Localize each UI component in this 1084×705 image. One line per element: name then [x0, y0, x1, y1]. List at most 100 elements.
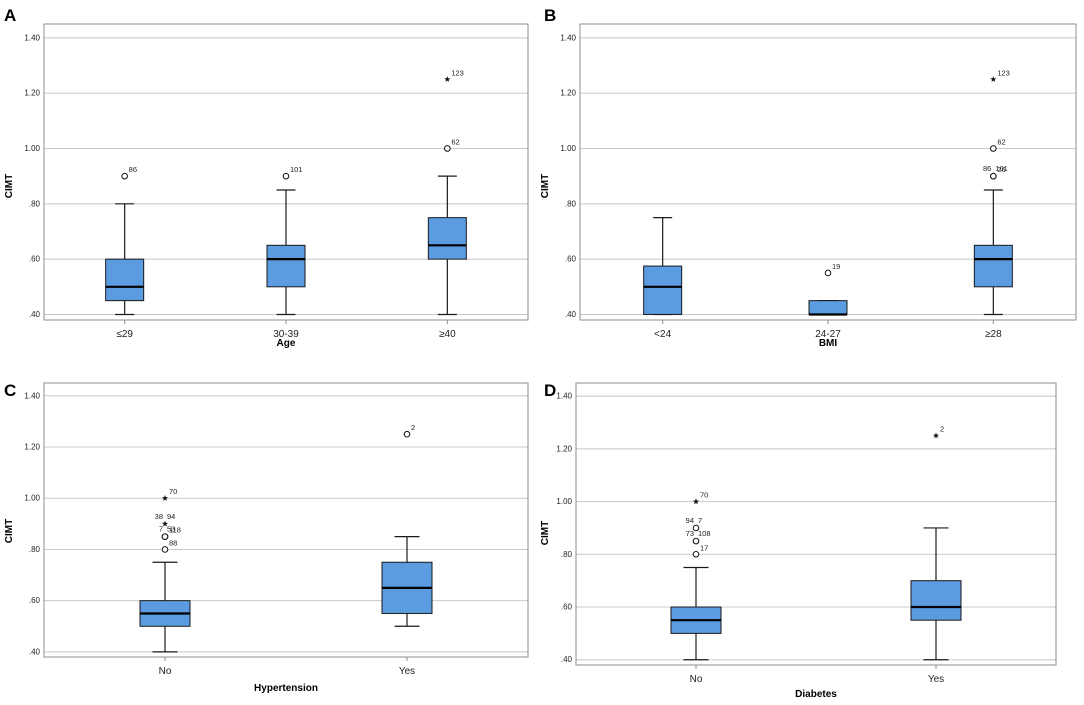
outlier-circle [161, 546, 169, 553]
outlier-label: 38 [155, 512, 163, 521]
outlier-circle [692, 551, 700, 558]
panel-b: .40 .60 .80 1.00 1.20 1.40 CIMT BMI <24 24-27 ≥28 1… [540, 0, 1084, 355]
x-tick-label: ≥40 [439, 329, 456, 340]
x-tick-label: ≥28 [985, 329, 1002, 340]
y-tick-label: .40 [561, 655, 573, 664]
y-tick-label: 1.20 [556, 444, 572, 453]
outlier-label: 118 [169, 526, 181, 535]
y-tick-label: .40 [565, 310, 577, 319]
x-axis-title: Age [277, 338, 296, 349]
y-tick-label: 1.40 [560, 33, 576, 42]
boxplot-chart: .40 .60 .80 1.00 1.20 1.40 CIMT Diabetes No Yes 17… [540, 382, 1057, 700]
x-tick-label: Yes [399, 666, 415, 677]
outlier-label: 17 [700, 543, 708, 552]
panel-label: D [544, 381, 557, 400]
outlier-label: 94 [686, 516, 694, 525]
y-tick-label: 1.00 [24, 144, 40, 153]
y-tick-label: .80 [29, 545, 41, 554]
outlier-label: 73 [686, 529, 694, 538]
extreme-outlier-star [692, 498, 700, 505]
outlier-label: 86 [129, 165, 137, 174]
outlier-circle [282, 172, 290, 180]
y-tick-label: 1.00 [560, 144, 576, 153]
y-tick-label: .40 [29, 310, 41, 319]
outlier-circle [692, 537, 700, 545]
y-tick-label: 1.20 [560, 89, 576, 98]
plot-frame [575, 382, 1057, 666]
panel-label: B [544, 6, 557, 25]
outlier-circle [824, 269, 832, 277]
extreme-outlier-star [932, 432, 940, 439]
y-axis-title: CIMT [4, 519, 15, 543]
y-tick-label: 1.20 [24, 443, 40, 452]
panel-a: .40 .60 .80 1.00 1.20 1.40 CIMT Age ≤29 30-39 ≥40 8… [0, 0, 536, 355]
outlier-label: 123 [451, 68, 464, 77]
y-tick-label: 1.00 [556, 497, 572, 506]
x-tick-label: 24-27 [815, 329, 841, 340]
outlier-label: 26 [997, 165, 1005, 174]
panel-c: .40 .60 .80 1.00 1.20 1.40 CIMT Hypertension No Y… [0, 355, 536, 705]
y-tick-label: 1.00 [24, 494, 40, 503]
y-tick-label: 1.20 [24, 89, 40, 98]
y-axis-title: CIMT [540, 174, 551, 198]
y-tick-label: .60 [29, 255, 41, 264]
boxplot-chart: .40 .60 .80 1.00 1.20 1.40 CIMT Age ≤29 30-39 ≥40 8… [4, 23, 529, 349]
outlier-label: 7 [698, 516, 702, 525]
outlier-circle [403, 430, 411, 438]
panel-label: A [4, 6, 17, 25]
y-tick-label: .80 [565, 199, 577, 208]
y-tick-label: 1.40 [24, 391, 40, 400]
outlier-label: 86 [983, 164, 991, 173]
extreme-outlier-star [990, 76, 997, 82]
outlier-label: 2 [940, 425, 944, 434]
y-axis-title: CIMT [540, 521, 551, 545]
plot-frame [43, 382, 529, 658]
iqr-box [427, 217, 467, 260]
x-axis-title: Diabetes [795, 689, 837, 700]
outlier-label: 70 [169, 487, 177, 496]
outlier-circle [692, 524, 700, 532]
outlier-circle [161, 533, 169, 540]
iqr-box [105, 258, 145, 302]
x-axis-title: Hypertension [254, 683, 318, 694]
iqr-box [808, 300, 848, 315]
iqr-box [266, 244, 306, 288]
x-tick-label: No [159, 666, 172, 677]
outlier-label: 88 [169, 538, 177, 547]
x-tick-label: No [690, 674, 703, 685]
y-tick-label: 1.40 [24, 33, 40, 42]
boxplot-chart: .40 .60 .80 1.00 1.20 1.40 CIMT BMI <24 24-27 ≥28 1… [540, 23, 1077, 349]
iqr-box [973, 244, 1013, 288]
outlier-label: 70 [700, 491, 708, 500]
x-tick-label: <24 [654, 329, 671, 340]
outlier-label: 19 [832, 262, 840, 271]
iqr-box [910, 580, 962, 621]
outlier-circle [444, 145, 451, 152]
x-axis-title: BMI [819, 338, 838, 349]
y-tick-label: .80 [29, 199, 41, 208]
panel-label: C [4, 381, 17, 400]
outlier-circle [990, 145, 997, 152]
x-tick-label: ≤29 [116, 329, 133, 340]
outlier-label: 94 [167, 512, 175, 521]
outlier-label: 53 [167, 525, 175, 534]
x-tick-label: 30-39 [273, 329, 299, 340]
extreme-outlier-star [161, 495, 169, 501]
outlier-label: 101 [995, 164, 1008, 173]
outlier-label: 7 [159, 525, 163, 534]
y-tick-label: .40 [29, 647, 41, 656]
extreme-outlier-star [444, 76, 451, 82]
y-tick-label: .60 [29, 596, 41, 605]
y-tick-label: 1.40 [556, 392, 572, 401]
outlier-label: 62 [451, 137, 459, 146]
extreme-outlier-star [161, 520, 169, 527]
outlier-circle [990, 172, 997, 180]
outlier-label: 123 [997, 68, 1010, 77]
outlier-circle [121, 172, 128, 180]
boxplot-chart: .40 .60 .80 1.00 1.20 1.40 CIMT Hypertension No Y… [4, 382, 529, 694]
iqr-box [643, 265, 683, 315]
y-tick-label: .60 [565, 255, 577, 264]
outlier-label: 108 [698, 529, 711, 538]
x-tick-label: Yes [928, 674, 944, 685]
outlier-label: 101 [290, 165, 303, 174]
